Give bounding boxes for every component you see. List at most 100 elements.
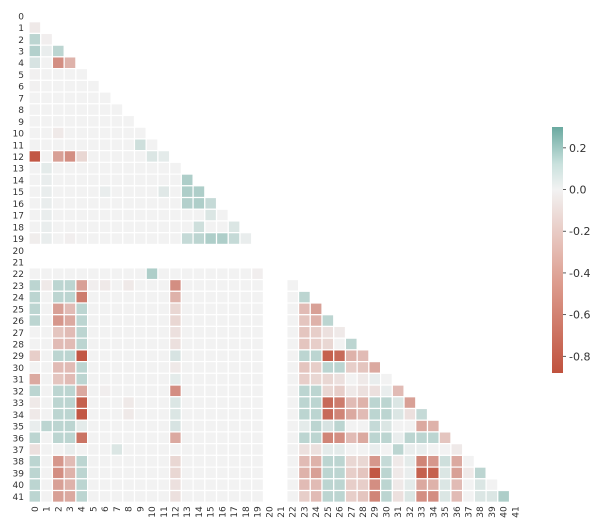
heatmap-cell-28-22 (286, 337, 300, 351)
heatmap-cell-34-1 (40, 407, 54, 421)
col-label-14: 14 (195, 506, 205, 518)
heatmap-cell-35-30 (380, 419, 393, 433)
heatmap-cell-5-2 (51, 67, 65, 81)
heatmap-cell-7-2 (51, 91, 65, 105)
heatmap-cell-40-32 (403, 478, 417, 492)
heatmap-cell-35-15 (204, 419, 218, 433)
col-label-12: 12 (172, 506, 182, 517)
heatmap-cell-16-10 (145, 196, 159, 210)
heatmap-cell-39-12 (169, 466, 182, 480)
heatmap-cell-37-32 (403, 443, 417, 456)
heatmap-cell-36-8 (122, 431, 136, 445)
heatmap-cell-22-3 (63, 267, 77, 281)
heatmap-cell-24-8 (122, 290, 136, 304)
col-label-5: 5 (89, 506, 99, 512)
heatmap-cell-6-5 (86, 79, 100, 93)
heatmap-cell-33-22 (286, 396, 300, 410)
heatmap-cell-40-31 (391, 478, 405, 492)
heatmap-cell-32-30 (380, 384, 393, 398)
heatmap-cell-9-1 (40, 114, 54, 128)
heatmap-cell-41-34 (426, 489, 440, 503)
row-label-26: 26 (13, 317, 25, 327)
heatmap-cell-41-35 (438, 489, 452, 503)
heatmap-cell-15-9 (133, 185, 147, 199)
row-label-15: 15 (13, 188, 24, 198)
heatmap-cell-31-25 (321, 372, 335, 386)
heatmap-cell-40-27 (344, 478, 358, 492)
heatmap-cell-24-14 (192, 290, 206, 304)
heatmap-cell-36-24 (309, 431, 323, 445)
heatmap-cell-16-3 (63, 196, 77, 210)
heatmap-cell-32-12 (169, 384, 182, 398)
heatmap-cell-41-1 (40, 489, 54, 503)
heatmap-cell-18-3 (63, 220, 77, 234)
heatmap-cell-34-30 (380, 407, 393, 421)
heatmap-cell-30-5 (86, 361, 100, 374)
row-label-32: 32 (13, 387, 24, 397)
heatmap-cell-2-1 (40, 32, 54, 46)
heatmap-cell-37-35 (438, 443, 452, 456)
heatmap-cell-30-14 (192, 361, 206, 374)
heatmap-cell-41-23 (297, 489, 311, 503)
heatmap-cell-12-7 (110, 150, 124, 163)
heatmap-cell-30-8 (122, 361, 136, 374)
heatmap-cell-40-3 (63, 478, 77, 492)
heatmap-cell-27-25 (321, 325, 335, 339)
heatmap-cell-27-9 (133, 325, 147, 339)
heatmap-cell-14-5 (86, 173, 100, 187)
heatmap-cell-38-28 (356, 454, 370, 468)
heatmap-cell-34-5 (86, 407, 100, 421)
heatmap-cell-18-10 (145, 220, 159, 234)
heatmap-cell-35-23 (297, 419, 311, 433)
heatmap-cell-17-2 (51, 208, 65, 222)
colorbar-tick-label: -0.2 (569, 225, 590, 238)
heatmap-cell-11-1 (40, 138, 54, 152)
heatmap-cell-38-19 (251, 454, 264, 468)
heatmap-cell-30-28 (356, 361, 370, 374)
heatmap-cell-3-0 (28, 44, 42, 58)
heatmap-cell-28-8 (122, 337, 136, 351)
heatmap-cell-36-29 (368, 431, 382, 445)
heatmap-cell-35-9 (133, 419, 147, 433)
heatmap-cell-40-15 (204, 478, 218, 492)
row-label-18: 18 (13, 223, 25, 233)
heatmap-cell-31-5 (86, 372, 100, 386)
heatmap-cell-29-28 (356, 349, 370, 363)
heatmap-cell-41-28 (356, 489, 370, 503)
heatmap-cell-19-0 (28, 232, 42, 245)
heatmap-cell-16-6 (98, 196, 112, 210)
heatmap-cell-29-26 (333, 349, 347, 363)
heatmap-cell-9-8 (122, 114, 136, 128)
heatmap-cell-28-16 (215, 337, 229, 351)
heatmap-cell-17-9 (133, 208, 147, 222)
heatmap-cell-26-3 (63, 314, 77, 328)
heatmap-cell-17-10 (145, 208, 159, 222)
heatmap-cell-29-1 (40, 349, 54, 363)
heatmap-cell-38-35 (438, 454, 452, 468)
heatmap-cell-39-5 (86, 466, 100, 480)
heatmap-cell-15-3 (63, 185, 77, 199)
heatmap-cell-36-30 (380, 431, 393, 445)
col-label-3: 3 (66, 506, 76, 512)
heatmap-cell-37-2 (51, 443, 65, 456)
heatmap-cell-40-13 (180, 478, 194, 492)
heatmap-cell-38-25 (321, 454, 335, 468)
heatmap-cell-37-8 (122, 443, 136, 456)
heatmap-cell-34-9 (133, 407, 147, 421)
heatmap-cell-33-2 (51, 396, 65, 410)
heatmap-cell-38-22 (286, 454, 300, 468)
heatmap-cell-1-0 (28, 21, 42, 35)
heatmap-cell-25-24 (309, 302, 323, 316)
heatmap-cell-23-5 (86, 278, 100, 292)
heatmap-cell-40-29 (368, 478, 382, 492)
heatmap-cell-33-8 (122, 396, 136, 410)
heatmap-cell-41-15 (204, 489, 218, 503)
heatmap-cell-12-4 (75, 150, 89, 163)
heatmap-cell-39-4 (75, 466, 89, 480)
heatmap-cell-10-8 (122, 126, 136, 140)
heatmap-cell-18-9 (133, 220, 147, 234)
heatmap-cell-38-8 (122, 454, 136, 468)
heatmap-cell-23-4 (75, 278, 89, 292)
heatmap-cell-38-36 (450, 454, 464, 468)
